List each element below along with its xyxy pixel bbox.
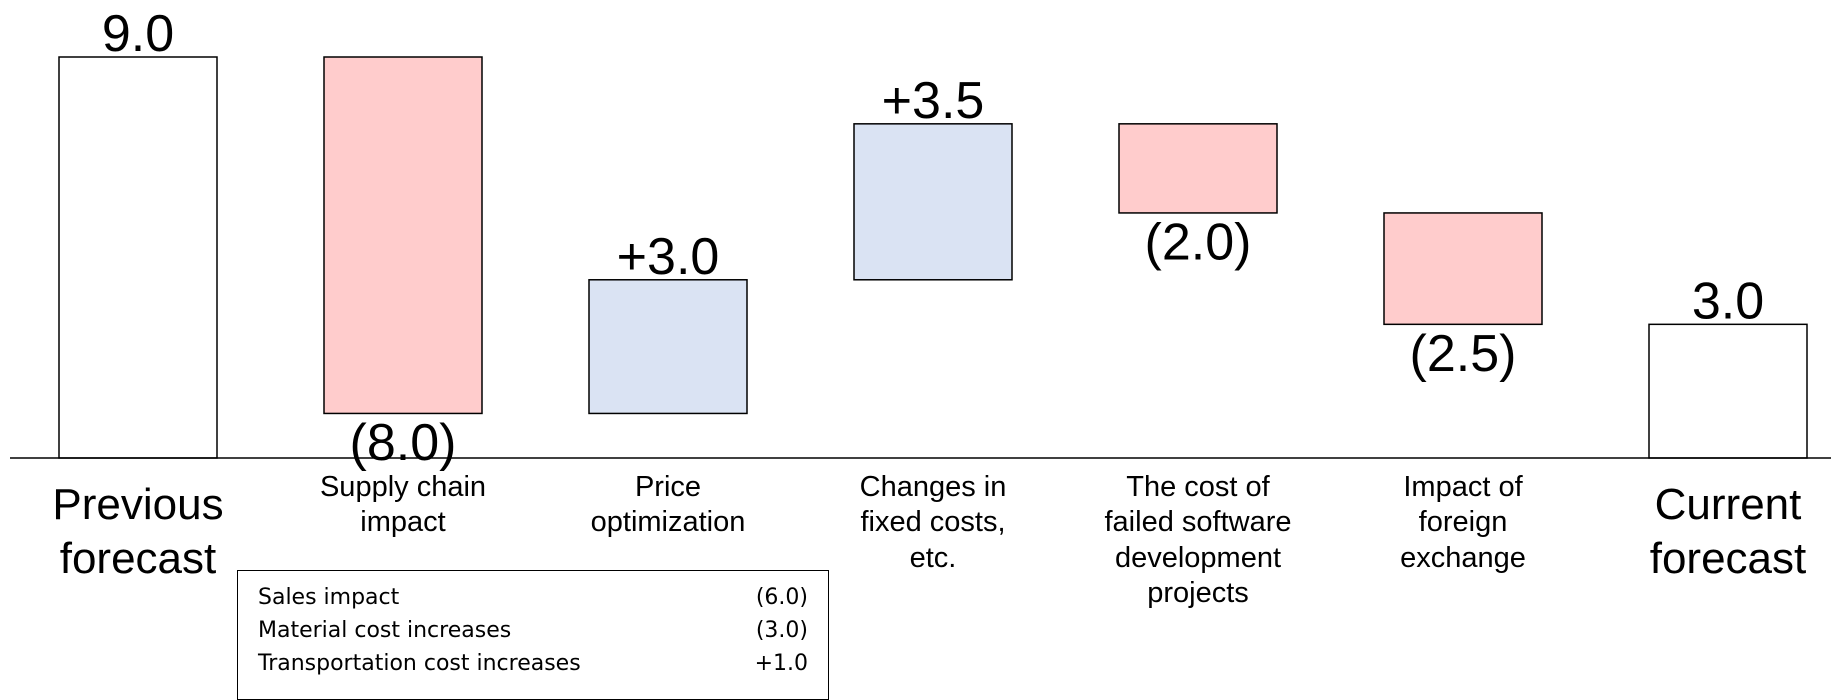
category-label: The cost of failed software development …	[1104, 471, 1292, 610]
bar	[853, 123, 1013, 281]
category-label: Current forecast	[1649, 480, 1807, 583]
category-label: Price optimization	[590, 471, 746, 539]
value-label: +3.0	[617, 228, 720, 286]
category-label: Impact of foreign exchange	[1400, 471, 1526, 574]
breakdown-name: Transportation cost increases	[258, 651, 581, 676]
bar	[323, 56, 483, 415]
bar	[1383, 212, 1543, 326]
page: 9.0 (8.0) +3.0 +3.5 (2.0) (2.5) 3.0 Sales impa…	[10, 5, 1831, 700]
value-label: 3.0	[1692, 272, 1764, 330]
breakdown-value: +1.0	[754, 651, 808, 676]
breakdown-row: Transportation cost increases +1.0	[258, 647, 808, 680]
chart: 9.0 (8.0) +3.0 +3.5 (2.0) (2.5) 3.0	[10, 5, 1831, 472]
bar	[588, 279, 748, 415]
breakdown-value: (6.0)	[755, 585, 808, 610]
breakdown-name: Material cost increases	[258, 618, 512, 643]
bar	[58, 56, 218, 459]
value-label: (8.0)	[350, 414, 457, 472]
category-label: Supply chain impact	[319, 471, 487, 539]
category-label: Changes in fixed costs, etc.	[859, 471, 1007, 574]
value-label: 9.0	[102, 5, 174, 63]
bar	[1118, 123, 1278, 214]
breakdown-box: Sales impact (6.0) Material cost increases…	[237, 570, 829, 700]
category-label: Previous forecast	[52, 480, 224, 583]
value-label: (2.5)	[1410, 325, 1517, 383]
breakdown-value: (3.0)	[755, 618, 808, 643]
value-label: (2.0)	[1145, 214, 1252, 272]
breakdown-row: Material cost increases (3.0)	[258, 614, 808, 647]
breakdown-row: Sales impact (6.0)	[258, 581, 808, 614]
value-label: +3.5	[882, 72, 985, 130]
breakdown-name: Sales impact	[258, 585, 400, 610]
bar	[1648, 323, 1808, 459]
